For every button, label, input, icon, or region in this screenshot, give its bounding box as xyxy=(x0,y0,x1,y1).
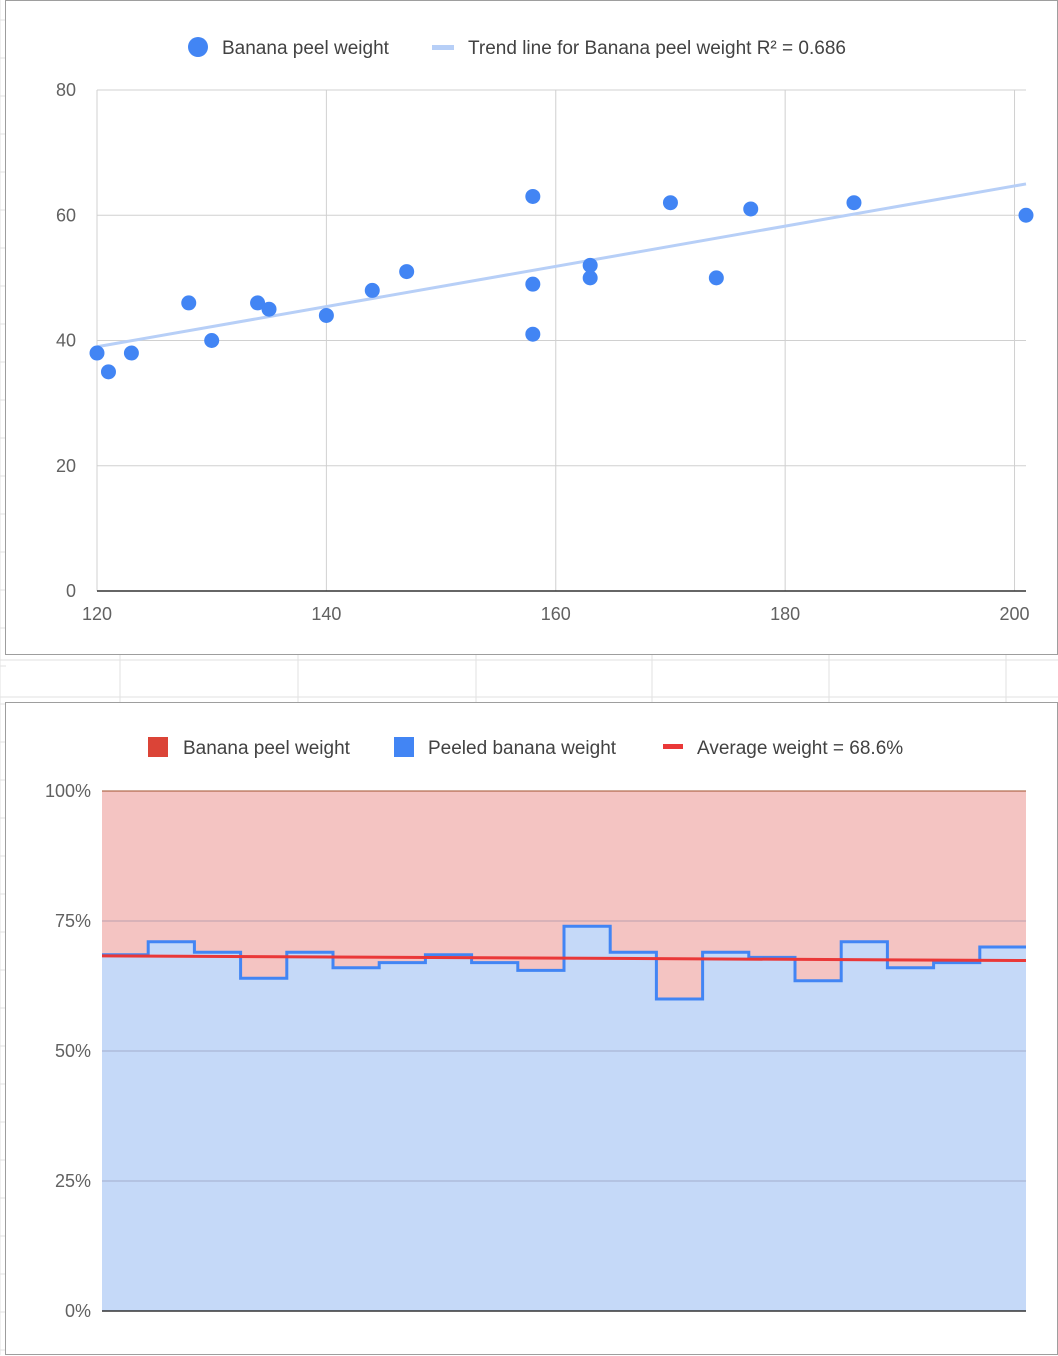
y-tick-label: 100% xyxy=(45,781,91,801)
legend-marker-peel xyxy=(148,737,168,757)
y-tick-label: 20 xyxy=(56,456,76,476)
data-point xyxy=(846,195,862,211)
y-tick-label: 25% xyxy=(55,1171,91,1191)
data-point xyxy=(204,333,220,348)
y-tick-label: 75% xyxy=(55,911,91,931)
data-point xyxy=(1018,207,1034,223)
legend-label: Banana peel weight xyxy=(183,738,351,759)
data-point xyxy=(708,270,724,286)
legend-marker-points xyxy=(188,37,208,57)
peeled-area xyxy=(102,926,1026,1311)
data-point xyxy=(525,276,541,292)
legend-marker-trend xyxy=(432,45,454,50)
data-point xyxy=(364,282,380,298)
average-line xyxy=(101,954,1027,963)
x-tick-label: 160 xyxy=(541,604,571,624)
y-tick-label: 50% xyxy=(55,1041,91,1061)
data-point xyxy=(100,364,116,380)
y-tick-label: 80 xyxy=(56,80,76,100)
data-point xyxy=(399,264,415,280)
data-point xyxy=(123,345,139,361)
x-tick-label: 200 xyxy=(1000,604,1030,624)
legend-marker-average xyxy=(663,744,683,749)
data-point xyxy=(318,307,334,323)
legend-label: Banana peel weight xyxy=(222,38,390,59)
scatter-chart-panel[interactable]: 0 20 40 60 80 120 140 160 180 200 Banana peel weig… xyxy=(5,0,1058,655)
data-point xyxy=(89,345,105,361)
peeled-step-line xyxy=(102,924,1026,1001)
percent-area-chart-panel[interactable]: 0% 25% 50% 75% 100% Banana peel weight Peeled … xyxy=(5,702,1058,1355)
y-tick-label: 40 xyxy=(56,331,76,351)
percent-area-chart: 0% 25% 50% 75% 100% Banana peel weight Peeled … xyxy=(45,737,1027,1321)
legend-marker-peeled xyxy=(394,737,414,757)
y-tick-label: 60 xyxy=(56,205,76,225)
y-tick-label: 0% xyxy=(65,1301,91,1321)
legend-label: Average weight = 68.6% xyxy=(697,738,903,759)
data-point xyxy=(582,257,598,273)
x-tick-label: 180 xyxy=(770,604,800,624)
legend-label: Trend line for Banana peel weight R² = 0… xyxy=(468,38,846,59)
legend-label: Peeled banana weight xyxy=(428,738,617,759)
data-point xyxy=(582,270,598,286)
data-point xyxy=(250,295,266,311)
data-point xyxy=(525,326,541,342)
data-point xyxy=(662,195,678,211)
data-point xyxy=(181,295,197,311)
x-tick-label: 120 xyxy=(82,604,112,624)
data-point xyxy=(525,188,541,204)
data-point xyxy=(743,201,759,217)
trend-line xyxy=(96,182,1027,349)
data-point xyxy=(261,301,277,317)
scatter-chart: 0 20 40 60 80 120 140 160 180 200 Banana peel weig… xyxy=(56,37,1034,624)
x-tick-label: 140 xyxy=(311,604,341,624)
y-tick-label: 0 xyxy=(66,581,76,601)
